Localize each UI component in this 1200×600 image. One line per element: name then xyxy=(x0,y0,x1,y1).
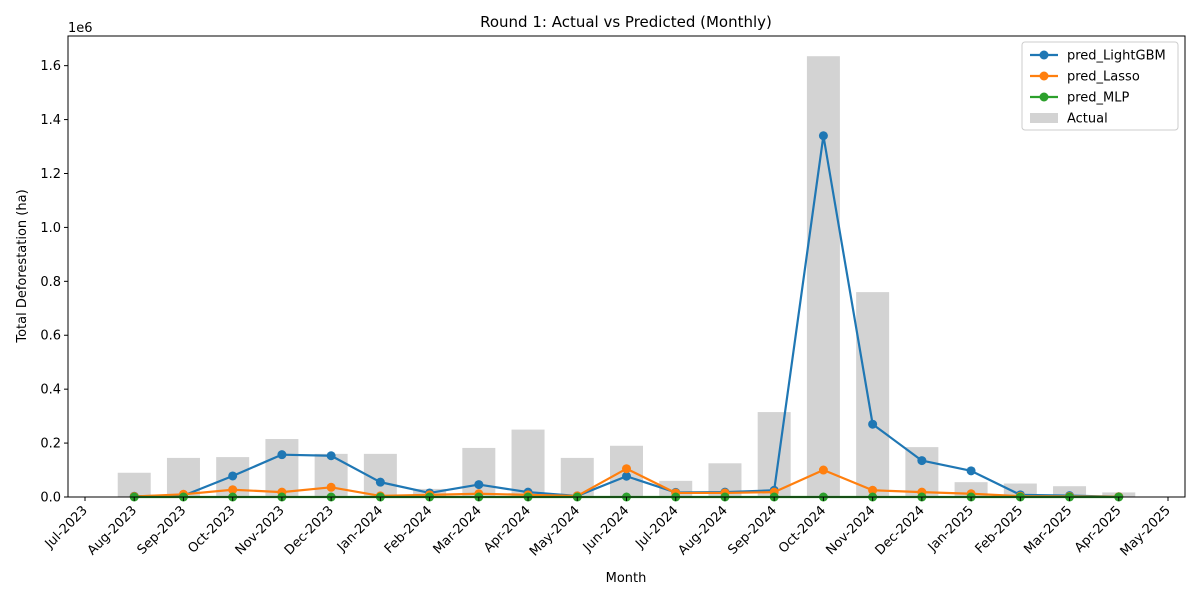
legend-label-1: pred_Lasso xyxy=(1067,70,1140,85)
x-tick-label-8: Mar-2024 xyxy=(431,503,485,557)
x-tick-label-0: Jul-2023 xyxy=(42,503,91,552)
bar-actual-9 xyxy=(511,429,545,497)
point-pred_LightGBM-18 xyxy=(966,466,976,476)
legend-marker-2 xyxy=(1039,92,1049,102)
point-pred_Lasso-15 xyxy=(818,465,828,475)
x-tick-label-20: Mar-2025 xyxy=(1021,503,1075,557)
legend-swatch-3 xyxy=(1030,113,1058,123)
x-tick-label-17: Dec-2024 xyxy=(873,503,928,558)
legend-marker-0 xyxy=(1039,50,1049,60)
y-tick-label-5: 1.0 xyxy=(40,221,61,236)
x-axis: Jul-2023Aug-2023Sep-2023Oct-2023Nov-2023… xyxy=(42,497,1174,559)
actual-bars xyxy=(117,56,1136,497)
x-tick-label-16: Nov-2024 xyxy=(823,503,878,558)
point-pred_Lasso-16 xyxy=(868,485,878,495)
point-pred_Lasso-11 xyxy=(622,464,631,474)
x-tick-label-22: May-2025 xyxy=(1118,503,1174,559)
legend-label-2: pred_MLP xyxy=(1067,91,1130,106)
y-tick-label-6: 1.2 xyxy=(40,167,61,182)
legend-marker-1 xyxy=(1039,71,1049,81)
x-tick-label-3: Oct-2023 xyxy=(185,503,238,556)
x-tick-label-14: Sep-2024 xyxy=(725,503,780,558)
y-tick-label-4: 0.8 xyxy=(40,275,61,290)
x-tick-label-4: Nov-2023 xyxy=(233,503,288,558)
point-pred_LightGBM-8 xyxy=(474,480,484,490)
x-tick-label-21: Apr-2025 xyxy=(1072,503,1125,556)
x-tick-label-13: Aug-2024 xyxy=(676,503,731,558)
x-tick-label-19: Feb-2025 xyxy=(973,503,1027,557)
x-tick-label-2: Sep-2023 xyxy=(135,503,190,558)
legend-box xyxy=(1021,41,1179,131)
x-tick-label-10: May-2024 xyxy=(527,503,583,559)
plot-frame xyxy=(67,35,1186,498)
point-pred_LightGBM-16 xyxy=(868,419,878,429)
x-tick-label-9: Apr-2024 xyxy=(481,503,534,556)
point-pred_Lasso-3 xyxy=(228,485,238,495)
y-axis: 0.0 0.2 0.4 0.6 0.8 1.0 1.2 1.4 1.6 xyxy=(40,59,68,506)
bar-actual-19 xyxy=(1003,483,1037,497)
legend-label-3: Actual xyxy=(1067,112,1108,127)
y-tick-label-8: 1.6 xyxy=(40,59,61,74)
x-tick-label-1: Aug-2023 xyxy=(85,503,140,558)
y-tick-label-0: 0.0 xyxy=(40,491,61,506)
x-tick-label-6: Jan-2024 xyxy=(334,503,386,555)
point-pred_LightGBM-17 xyxy=(917,456,927,466)
x-axis-label: Month xyxy=(606,571,647,586)
y-axis-label: Total Deforestation (ha) xyxy=(15,189,30,343)
bar-actual-4 xyxy=(265,439,299,497)
point-pred_LightGBM-4 xyxy=(277,450,287,460)
x-tick-label-5: Dec-2023 xyxy=(282,503,337,558)
point-pred_LightGBM-15 xyxy=(818,131,828,141)
bar-actual-16 xyxy=(856,292,890,497)
y-tick-label-7: 1.4 xyxy=(40,113,61,128)
x-tick-label-11: Jun-2024 xyxy=(580,503,632,555)
point-pred_LightGBM-6 xyxy=(375,477,385,487)
bar-actual-15 xyxy=(806,56,840,497)
y-tick-label-1: 0.2 xyxy=(40,437,61,452)
chart-title: Round 1: Actual vs Predicted (Monthly) xyxy=(480,13,772,31)
point-pred_Lasso-5 xyxy=(326,482,336,492)
legend: pred_LightGBM pred_Lasso pred_MLP Actual xyxy=(1021,41,1179,131)
legend-label-0: pred_LightGBM xyxy=(1067,49,1166,64)
y-scale-label: 1e6 xyxy=(68,21,93,36)
point-pred_LightGBM-5 xyxy=(326,451,336,461)
x-tick-label-18: Jan-2025 xyxy=(925,503,977,555)
y-tick-label-2: 0.4 xyxy=(40,383,61,398)
x-tick-label-15: Oct-2024 xyxy=(776,503,829,556)
point-pred_LightGBM-3 xyxy=(228,471,238,481)
x-tick-label-12: Jul-2024 xyxy=(632,503,681,552)
point-pred_LightGBM-11 xyxy=(622,471,631,481)
x-tick-label-7: Feb-2024 xyxy=(382,503,436,557)
y-tick-label-3: 0.6 xyxy=(40,329,61,344)
